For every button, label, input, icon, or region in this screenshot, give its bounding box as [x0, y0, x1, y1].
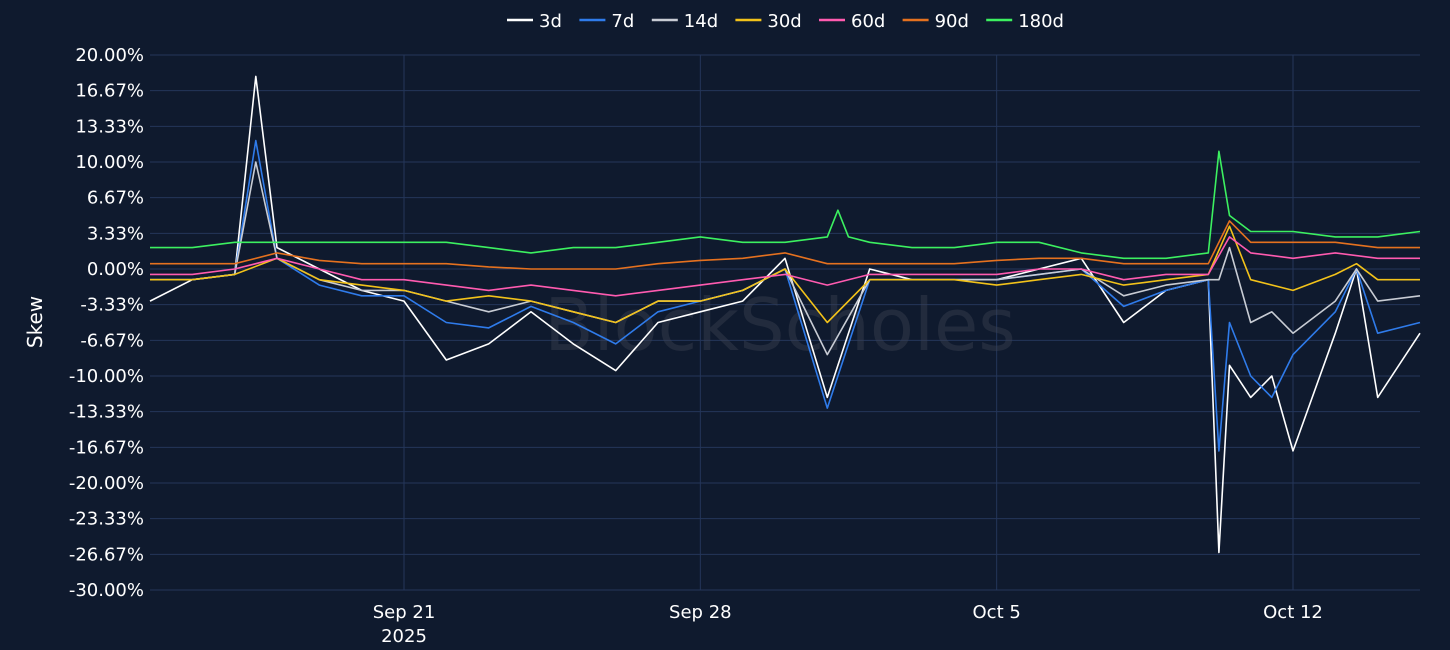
y-tick-label: -20.00%	[69, 473, 144, 494]
y-tick-label: 0.00%	[87, 259, 144, 280]
legend[interactable]: 3d 7d 14d 30d 60d 90d 180d	[507, 11, 1064, 32]
series-lines	[149, 75, 1421, 554]
legend-item-3d[interactable]: 3d	[507, 11, 562, 32]
y-tick-label: 6.67%	[87, 188, 144, 209]
y-tick-label: -10.00%	[69, 366, 144, 387]
legend-item-30d[interactable]: 30d	[735, 11, 802, 32]
series-line-60d	[150, 236, 1420, 297]
legend-label: 60d	[851, 11, 885, 32]
legend-label: 90d	[935, 11, 969, 32]
y-tick-label: 16.67%	[75, 81, 144, 102]
legend-item-14d[interactable]: 14d	[651, 11, 718, 32]
y-tick-label: -30.00%	[69, 580, 144, 601]
x-tick-label: Oct 5	[973, 602, 1021, 623]
y-tick-label: -3.33%	[80, 295, 144, 316]
series-line-14d	[150, 161, 1421, 356]
legend-label: 3d	[539, 11, 562, 32]
series-line-90d	[150, 220, 1420, 270]
legend-item-90d[interactable]: 90d	[902, 11, 969, 32]
x-tick-label: Sep 28	[669, 602, 732, 623]
x-tick-sublabel: 2025	[381, 626, 427, 647]
legend-label: 7d	[611, 11, 634, 32]
y-tick-label: 20.00%	[75, 45, 144, 66]
y-tick-label: -6.67%	[80, 330, 144, 351]
x-tick-label: Sep 21	[373, 602, 436, 623]
x-axis-tick-labels: Sep 21 2025 Sep 28 Oct 5 Oct 12	[373, 602, 1323, 647]
y-tick-label: 10.00%	[75, 152, 144, 173]
y-tick-label: 13.33%	[75, 116, 144, 137]
y-tick-label: -13.33%	[69, 402, 144, 423]
legend-item-180d[interactable]: 180d	[986, 11, 1064, 32]
series-line-3d	[149, 75, 1421, 554]
x-tick-label: Oct 12	[1263, 602, 1323, 623]
legend-label: 180d	[1018, 11, 1064, 32]
y-axis-tick-labels: 20.00% 16.67% 13.33% 10.00% 6.67% 3.33% 0.00% -…	[69, 45, 144, 601]
gridlines	[150, 54, 1420, 591]
y-tick-label: -16.67%	[69, 437, 144, 458]
y-tick-label: 3.33%	[87, 223, 144, 244]
series-line-30d	[150, 225, 1420, 324]
legend-item-60d[interactable]: 60d	[819, 11, 885, 32]
y-axis-title: Skew	[23, 296, 47, 348]
series-line-180d	[150, 150, 1421, 260]
watermark-logo-text: BlockScholes	[544, 283, 1016, 367]
series-line-7d	[150, 139, 1421, 452]
legend-label: 30d	[767, 11, 801, 32]
legend-label: 14d	[684, 11, 718, 32]
legend-item-7d[interactable]: 7d	[579, 11, 634, 32]
y-tick-label: -26.67%	[69, 544, 144, 565]
y-tick-label: -23.33%	[69, 509, 144, 530]
